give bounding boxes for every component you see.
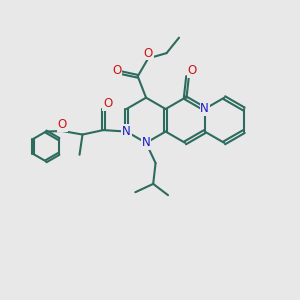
Text: O: O — [188, 64, 196, 77]
Text: N: N — [200, 103, 209, 116]
Text: N: N — [122, 125, 131, 138]
Text: O: O — [58, 118, 67, 131]
Text: N: N — [200, 103, 209, 116]
Text: N: N — [142, 136, 150, 149]
Text: O: O — [143, 46, 153, 60]
Text: O: O — [112, 64, 122, 77]
Text: O: O — [103, 97, 112, 110]
